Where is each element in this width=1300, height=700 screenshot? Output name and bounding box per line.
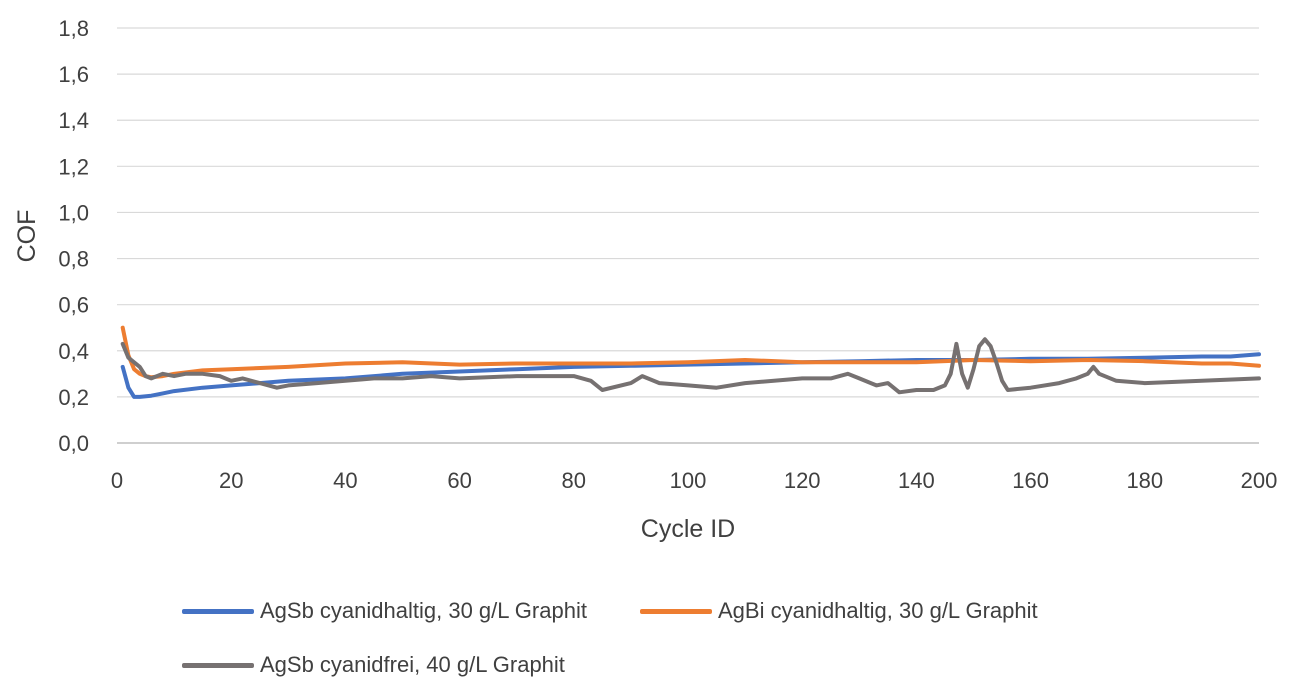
y-tick-labels: 0,0 0,2 0,4 0,6 0,8 1,0 1,2 1,4 1,6 1,8 (58, 16, 89, 456)
y-tick-label: 1,8 (58, 16, 89, 41)
series-lines (120, 325, 1261, 399)
y-tick-label: 1,0 (58, 200, 89, 225)
legend-item-agsb-cyanidhaltig: AgSb cyanidhaltig, 30 g/L Graphit (182, 598, 587, 624)
x-axis-title: Cycle ID (641, 515, 735, 543)
y-tick-label: 0,8 (58, 247, 89, 272)
y-tick-label: 0,4 (58, 339, 89, 364)
legend-swatch-gray (182, 662, 254, 668)
x-tick-label: 20 (219, 468, 243, 493)
x-tick-label: 200 (1241, 468, 1278, 493)
x-tick-label: 40 (333, 468, 357, 493)
legend-item-agsb-cyanidfrei: AgSb cyanidfrei, 40 g/L Graphit (182, 652, 565, 678)
x-tick-label: 100 (670, 468, 707, 493)
y-tick-label: 1,6 (58, 62, 89, 87)
y-tick-label: 0,6 (58, 293, 89, 318)
y-tick-label: 1,4 (58, 108, 89, 133)
legend-label: AgSb cyanidhaltig, 30 g/L Graphit (260, 598, 587, 623)
y-tick-label: 0,2 (58, 385, 89, 410)
y-tick-label: 0,0 (58, 431, 89, 456)
legend-label: AgSb cyanidfrei, 40 g/L Graphit (260, 652, 565, 677)
line-chart: 0,0 0,2 0,4 0,6 0,8 1,0 1,2 1,4 1,6 1,8 0 20 40 60 80… (13, 16, 1277, 543)
legend-item-agbi-cyanidhaltig: AgBi cyanidhaltig, 30 g/L Graphit (640, 598, 1038, 624)
x-tick-labels: 0 20 40 60 80 100 120 140 160 180 200 (111, 468, 1277, 493)
gridlines (117, 27, 1259, 444)
legend: AgSb cyanidhaltig, 30 g/L Graphit AgBi c… (0, 590, 1300, 700)
y-axis-title: COF (13, 210, 41, 263)
y-tick-label: 1,2 (58, 154, 89, 179)
series-line-2 (120, 337, 1261, 395)
legend-swatch-orange (640, 608, 712, 614)
x-tick-label: 120 (784, 468, 821, 493)
x-tick-label: 180 (1126, 468, 1163, 493)
legend-swatch-blue (182, 608, 254, 614)
x-tick-label: 0 (111, 468, 123, 493)
x-tick-label: 160 (1012, 468, 1049, 493)
legend-label: AgBi cyanidhaltig, 30 g/L Graphit (718, 598, 1038, 623)
x-tick-label: 140 (898, 468, 935, 493)
x-tick-label: 80 (562, 468, 586, 493)
x-tick-label: 60 (447, 468, 471, 493)
